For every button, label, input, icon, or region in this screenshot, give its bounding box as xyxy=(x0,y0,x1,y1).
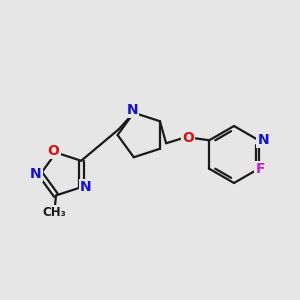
Text: N: N xyxy=(257,133,269,147)
Text: O: O xyxy=(48,144,60,158)
Text: CH₃: CH₃ xyxy=(43,206,66,219)
Text: N: N xyxy=(30,167,42,181)
Text: F: F xyxy=(255,162,265,176)
Text: N: N xyxy=(127,103,138,117)
Text: O: O xyxy=(182,131,194,145)
Text: N: N xyxy=(80,180,92,194)
